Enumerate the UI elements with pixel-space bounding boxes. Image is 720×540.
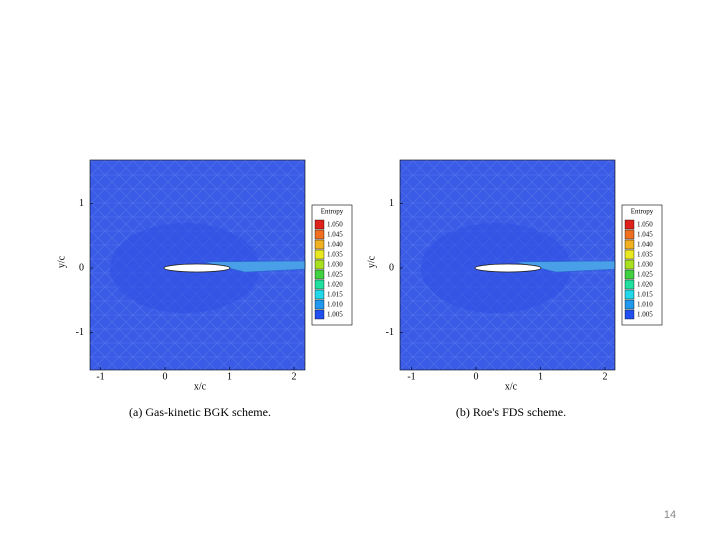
legend-label: 1.025: [327, 271, 343, 279]
legend-label: 1.005: [327, 311, 343, 319]
legend-label: 1.020: [637, 281, 653, 289]
legend-swatch: [314, 229, 325, 240]
y-tick-label: 1: [79, 198, 84, 209]
legend-swatch: [314, 249, 325, 260]
caption: (a) Gas-kinetic BGK scheme.: [129, 405, 271, 419]
x-tick-label: 0: [163, 371, 168, 382]
airfoil: [474, 263, 542, 273]
legend-swatch: [314, 269, 325, 280]
legend-label: 1.010: [327, 301, 343, 309]
legend-label: 1.025: [637, 271, 653, 279]
plot-frame: [399, 159, 616, 371]
plot-frame: [89, 159, 306, 371]
legend-label: 1.045: [637, 231, 653, 239]
legend-swatch: [624, 219, 635, 230]
y-tick-label: 1: [389, 198, 394, 209]
x-axis-label: x/c: [194, 381, 207, 392]
legend-swatch: [624, 289, 635, 300]
legend-label: 1.040: [637, 241, 653, 249]
x-tick-label: 2: [292, 371, 297, 382]
legend-label: 1.015: [327, 291, 343, 299]
legend-swatch: [624, 279, 635, 290]
x-tick-label: 2: [603, 371, 608, 382]
legend-label: 1.035: [637, 251, 653, 259]
legend-label: 1.045: [327, 231, 343, 239]
y-tick-label: 0: [79, 262, 84, 273]
legend-label: 1.030: [327, 261, 343, 269]
legend-label: 1.035: [327, 251, 343, 259]
x-tick-label: 0: [474, 371, 479, 382]
x-tick-label: 1: [538, 371, 543, 382]
page-number: 14: [664, 509, 676, 521]
x-tick-label: -1: [407, 371, 415, 382]
legend-label: 1.020: [327, 281, 343, 289]
legend-title: Entropy: [631, 208, 654, 216]
y-tick-label: -1: [386, 327, 394, 338]
airfoil: [163, 263, 231, 273]
legend-swatch: [624, 259, 635, 270]
x-tick-label: 1: [227, 371, 232, 382]
legend-label: 1.015: [637, 291, 653, 299]
legend-label: 1.050: [637, 221, 653, 229]
legend-swatch: [624, 229, 635, 240]
legend-label: 1.040: [327, 241, 343, 249]
y-axis-label: y/c: [56, 255, 67, 268]
legend-swatch: [624, 299, 635, 310]
legend-swatch: [624, 269, 635, 280]
legend-swatch: [624, 239, 635, 250]
legend-swatch: [314, 279, 325, 290]
legend-swatch: [314, 309, 325, 320]
legend-swatch: [314, 299, 325, 310]
y-tick-label: 0: [389, 262, 394, 273]
legend-label: 1.050: [327, 221, 343, 229]
legend-swatch: [314, 219, 325, 230]
legend-swatch: [314, 259, 325, 270]
legend-swatch: [624, 249, 635, 260]
x-tick-label: -1: [96, 371, 104, 382]
x-axis-label: x/c: [505, 381, 518, 392]
caption: (b) Roe's FDS scheme.: [456, 405, 566, 419]
legend-title: Entropy: [321, 208, 344, 216]
legend-label: 1.010: [637, 301, 653, 309]
legend-swatch: [314, 239, 325, 250]
y-tick-label: -1: [76, 327, 84, 338]
legend-label: 1.005: [637, 311, 653, 319]
legend-swatch: [314, 289, 325, 300]
legend-swatch: [624, 309, 635, 320]
y-axis-label: y/c: [366, 255, 377, 268]
legend-label: 1.030: [637, 261, 653, 269]
